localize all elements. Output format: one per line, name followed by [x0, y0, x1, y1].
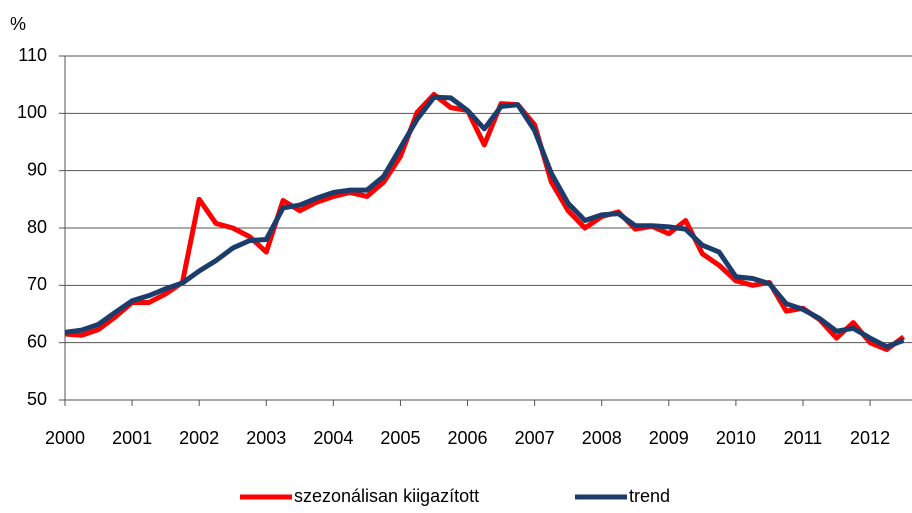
y-tick-label: 70 [27, 274, 47, 294]
x-tick-label: 2008 [582, 428, 622, 448]
series-line [64, 91, 906, 353]
y-tick-label: 60 [27, 331, 47, 351]
x-tick-label: 2003 [246, 428, 286, 448]
legend-label: szezonálisan kiigazított [294, 486, 479, 506]
x-tick-label: 2006 [448, 428, 488, 448]
x-tick-label: 2011 [784, 428, 823, 448]
y-tick-label: 100 [17, 102, 47, 122]
y-axis-label: % [10, 14, 26, 34]
y-tick-label: 110 [18, 45, 47, 65]
x-tick-label: 2004 [313, 428, 353, 448]
x-tick-label: 2010 [716, 428, 756, 448]
y-tick-label: 80 [27, 217, 47, 237]
x-tick-label: 2002 [179, 428, 219, 448]
x-tick-label: 2012 [850, 428, 890, 448]
y-tick-label: 50 [27, 389, 47, 409]
x-tick-label: 2007 [515, 428, 555, 448]
x-tick-label: 2000 [45, 428, 85, 448]
legend-label: trend [629, 486, 670, 506]
series-line [64, 94, 905, 350]
y-tick-label: 90 [27, 159, 47, 179]
x-tick-label: 2005 [380, 428, 420, 448]
x-tick-label: 2009 [649, 428, 689, 448]
x-tick-label: 2001 [112, 428, 152, 448]
